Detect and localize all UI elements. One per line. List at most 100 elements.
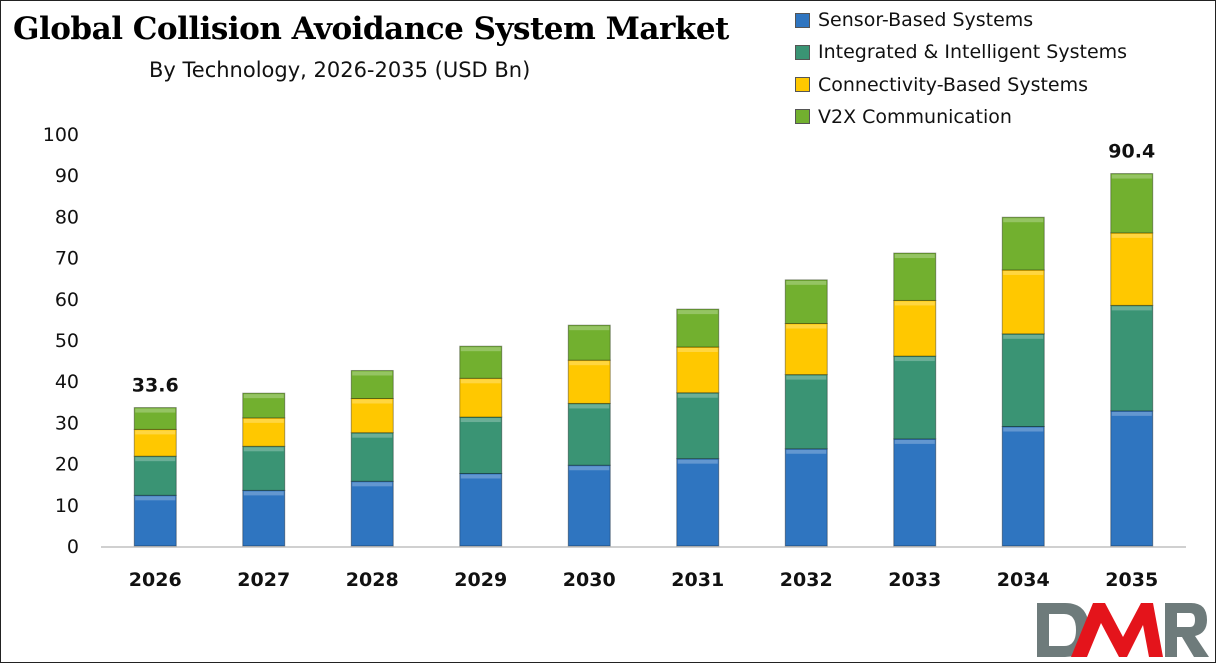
- bar-bevel: [352, 482, 393, 487]
- legend-item: Connectivity-Based Systems: [795, 74, 1088, 96]
- bar-segment: [676, 392, 720, 460]
- bar-segment: [1110, 232, 1154, 306]
- bar-bevel: [352, 371, 393, 376]
- bar-segment: [893, 438, 937, 547]
- bar-bevel: [1003, 334, 1044, 339]
- y-tick-label: 80: [55, 206, 79, 228]
- bar-bevel: [1111, 233, 1152, 238]
- bar-segment: [242, 445, 286, 491]
- bar-segment: [459, 345, 503, 379]
- bar-bevel: [1111, 306, 1152, 311]
- bar-bevel: [243, 491, 284, 496]
- x-tick-label: 2026: [129, 569, 182, 591]
- bar-bevel: [460, 379, 501, 384]
- bar-segment: [1001, 269, 1045, 335]
- x-tick-label: 2030: [563, 569, 616, 591]
- legend-item: V2X Communication: [795, 106, 1012, 128]
- bar-bevel: [243, 394, 284, 399]
- bar-bevel: [1003, 270, 1044, 275]
- bar-bevel: [677, 459, 718, 464]
- bar-bevel: [786, 449, 827, 454]
- legend-swatch: [795, 77, 810, 93]
- bar-bevel: [1003, 427, 1044, 432]
- bar-bevel: [460, 418, 501, 423]
- x-tick-label: 2028: [346, 569, 399, 591]
- bar-segment: [676, 346, 720, 394]
- bar-segment: [350, 398, 394, 434]
- bar-bevel: [135, 408, 176, 413]
- bar-bevel: [460, 347, 501, 352]
- bar-bevel: [569, 361, 610, 366]
- y-tick-label: 30: [55, 412, 79, 434]
- bar-bevel: [786, 324, 827, 329]
- legend-swatch: [795, 109, 810, 125]
- bar-segment: [242, 392, 286, 419]
- bar-segment: [784, 448, 828, 547]
- bar-bevel: [135, 457, 176, 462]
- bar-bevel: [786, 280, 827, 285]
- data-label: 33.6: [132, 375, 179, 397]
- bar-segment: [784, 374, 828, 450]
- chart-subtitle: By Technology, 2026-2035 (USD Bn): [149, 58, 531, 82]
- y-tick-label: 20: [55, 454, 79, 476]
- x-tick-label: 2032: [780, 569, 833, 591]
- y-tick-label: 70: [55, 248, 79, 270]
- bar-bevel: [786, 375, 827, 380]
- bar-segment: [350, 432, 394, 482]
- bar-segment: [133, 407, 177, 430]
- x-tick-label: 2033: [888, 569, 941, 591]
- bar-segment: [459, 377, 503, 418]
- bar-segment: [1001, 216, 1045, 271]
- bar-segment: [893, 299, 937, 357]
- bar-bevel: [1003, 218, 1044, 223]
- dmr-logo: [1037, 603, 1209, 657]
- bar-segment: [133, 455, 177, 496]
- bar-bevel: [569, 326, 610, 331]
- bar-bevel: [677, 348, 718, 353]
- bar-segment: [567, 464, 611, 547]
- legend-label: Connectivity-Based Systems: [818, 73, 1089, 96]
- bar-segment: [567, 324, 611, 361]
- legend-swatch: [795, 12, 810, 28]
- bar-segment: [459, 416, 503, 474]
- bar-segment: [1110, 304, 1154, 412]
- bar-bevel: [894, 254, 935, 259]
- y-tick-label: 100: [43, 124, 79, 146]
- x-tick-label: 2034: [997, 569, 1050, 591]
- bar-segment: [784, 323, 828, 376]
- bar-segment: [1001, 426, 1045, 547]
- bar-bevel: [352, 399, 393, 404]
- bar-bevel: [135, 496, 176, 501]
- x-tick-label: 2029: [454, 569, 507, 591]
- bar-bevel: [569, 404, 610, 409]
- bar-bevel: [677, 310, 718, 315]
- bar-bevel: [135, 430, 176, 435]
- bar-bevel: [460, 474, 501, 479]
- bar-segment: [1110, 410, 1154, 547]
- bar-bevel: [677, 393, 718, 398]
- y-tick-label: 50: [55, 330, 79, 352]
- x-tick-label: 2027: [237, 569, 290, 591]
- bar-segment: [676, 308, 720, 348]
- bar-bevel: [894, 301, 935, 306]
- legend-item: Integrated & Intelligent Systems: [795, 41, 1127, 63]
- bar-bevel: [1111, 411, 1152, 416]
- bar-segment: [350, 369, 394, 400]
- bar-segment: [133, 494, 177, 547]
- bar-bevel: [243, 418, 284, 423]
- bar-segment: [784, 279, 828, 325]
- bar-segment: [350, 480, 394, 547]
- x-tick-label: 2031: [671, 569, 724, 591]
- legend-label: Sensor-Based Systems: [818, 9, 1034, 31]
- bar-segment: [567, 359, 611, 404]
- bar-bevel: [243, 447, 284, 452]
- y-tick-label: 90: [55, 165, 79, 187]
- bar-segment: [567, 402, 611, 466]
- bar-segment: [1001, 333, 1045, 428]
- bar-bevel: [569, 466, 610, 471]
- bar-segment: [242, 489, 286, 547]
- bar-segment: [459, 472, 503, 547]
- legend-label: Integrated & Intelligent Systems: [818, 41, 1128, 64]
